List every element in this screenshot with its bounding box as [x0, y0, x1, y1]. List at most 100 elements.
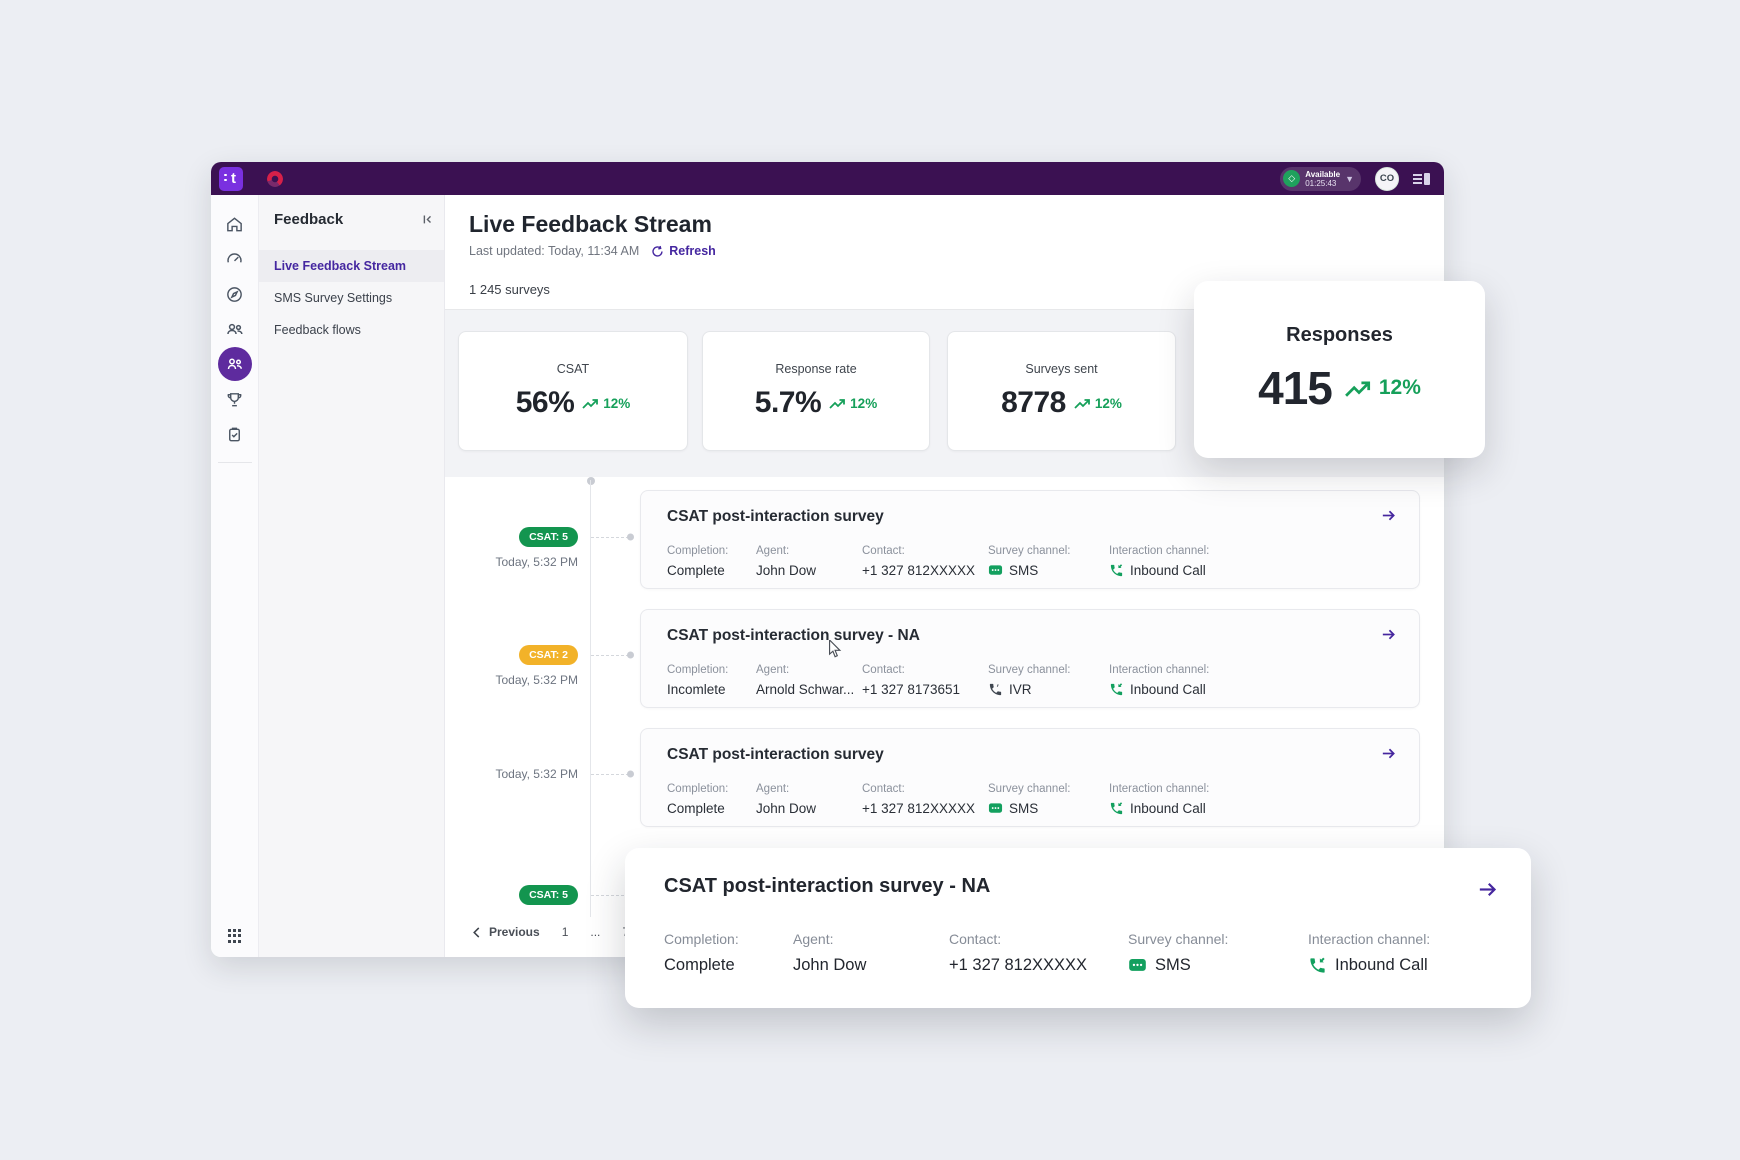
dashboard-gauge-icon[interactable]: [218, 242, 252, 276]
page-ellipsis: ...: [590, 925, 601, 939]
agent-status-pill[interactable]: ◇ Available 01:25:43 ▼: [1280, 166, 1361, 191]
nav-panel-title: Feedback: [274, 211, 344, 228]
previous-page-button[interactable]: Previous: [472, 925, 540, 939]
page-number[interactable]: 1: [561, 925, 569, 939]
timeline-connector: [591, 537, 629, 538]
chevron-down-icon: ▼: [1345, 173, 1354, 184]
arrow-right-icon[interactable]: [1380, 626, 1397, 648]
responses-value: 415: [1258, 362, 1333, 414]
inbound-call-icon: [1310, 957, 1325, 973]
agent-value: Arnold Schwar...: [756, 682, 855, 697]
arrow-right-icon[interactable]: [1380, 745, 1397, 767]
survey-card-enlarged[interactable]: CSAT post-interaction survey - NA Comple…: [625, 848, 1531, 1008]
contact-value: +1 327 812XXXXX: [949, 956, 1088, 974]
csat-badge: CSAT: 5: [519, 885, 578, 905]
timeline-timestamp: Today, 5:32 PM: [495, 767, 579, 781]
trending-up-icon: [1344, 380, 1370, 397]
arrow-right-icon[interactable]: [1476, 878, 1499, 906]
contact-value: +1 327 812XXXXX: [862, 801, 975, 816]
sms-icon: [988, 803, 1003, 813]
stat-card-csat: CSAT 56% 12%: [458, 331, 688, 451]
timeline-connector: [591, 895, 629, 896]
sidebar-item-sms-survey-settings[interactable]: SMS Survey Settings: [274, 291, 393, 305]
rail-divider: [217, 462, 252, 463]
status-timer: 01:25:43: [1305, 178, 1337, 188]
feedback-nav-panel: Feedback Live Feedback Stream SMS Survey…: [259, 195, 445, 957]
surveys-count: 1 245 surveys: [469, 282, 550, 297]
clipboard-check-icon[interactable]: [218, 417, 252, 451]
survey-card[interactable]: CSAT post-interaction survey Completion:…: [640, 728, 1420, 827]
interaction-channel-value: Inbound Call: [1130, 682, 1206, 697]
arrow-right-icon[interactable]: [1380, 507, 1397, 529]
survey-channel-value: SMS: [1009, 563, 1039, 578]
refresh-icon: [652, 245, 663, 257]
compass-icon[interactable]: [218, 277, 252, 311]
ivr-phone-icon: [989, 683, 1002, 696]
sidebar-item-live-feedback-stream[interactable]: Live Feedback Stream: [259, 250, 444, 282]
timeline-connector: [591, 655, 629, 656]
survey-title: CSAT post-interaction survey: [667, 508, 884, 525]
stat-card-response-rate: Response rate 5.7% 12%: [702, 331, 930, 451]
survey-title: CSAT post-interaction survey: [667, 746, 884, 763]
timeline-connector: [591, 774, 629, 775]
feedback-people-icon[interactable]: [217, 347, 252, 381]
timeline-connector-dot: [627, 651, 634, 659]
survey-card[interactable]: CSAT post-interaction survey Completion:…: [640, 490, 1420, 589]
page-title: Live Feedback Stream: [469, 211, 712, 237]
completion-value: Complete: [667, 801, 725, 816]
completion-value: Complete: [667, 563, 725, 578]
home-icon[interactable]: [218, 207, 252, 241]
avatar[interactable]: CO: [1375, 166, 1399, 191]
trending-up-icon: [1074, 398, 1090, 409]
interaction-channel-value: Inbound Call: [1130, 801, 1206, 816]
survey-channel-value: IVR: [1009, 682, 1032, 697]
trending-up-icon: [829, 398, 846, 409]
inbound-call-icon: [1110, 683, 1123, 696]
top-bar: t ◇ Available 01:25:43 ▼ CO: [211, 162, 1444, 195]
divider: [445, 309, 1444, 310]
trophy-icon[interactable]: [218, 382, 252, 416]
topbar-right-cluster: ◇ Available 01:25:43 ▼ CO: [1280, 166, 1430, 191]
trending-up-icon: [582, 398, 599, 409]
completion-value: Incomlete: [667, 682, 726, 697]
surveys-sent-value: 8778: [1001, 386, 1066, 419]
agent-value: John Dow: [756, 563, 817, 578]
app-menu-icon[interactable]: [1413, 172, 1430, 186]
availability-diamond-icon: ◇: [1283, 170, 1301, 187]
users-icon[interactable]: [218, 312, 252, 346]
stat-card-surveys-sent: Surveys sent 8778 12%: [947, 331, 1176, 451]
sms-icon: [988, 565, 1003, 575]
survey-card[interactable]: CSAT post-interaction survey - NA Comple…: [640, 609, 1420, 708]
response-rate-value: 5.7%: [754, 386, 822, 419]
status-label: Available: [1305, 169, 1341, 179]
contact-value: +1 327 8173651: [862, 682, 960, 697]
chevron-left-icon: [473, 926, 480, 938]
timeline-timestamp: Today, 5:32 PM: [495, 673, 579, 687]
last-updated-text: Last updated: Today, 11:34 AM: [469, 244, 640, 258]
mouse-cursor: [828, 638, 844, 663]
interaction-channel-value: Inbound Call: [1335, 956, 1428, 974]
timeline-connector-dot: [627, 533, 634, 541]
sidebar-item-feedback-flows[interactable]: Feedback flows: [274, 323, 361, 337]
inbound-call-icon: [1110, 564, 1123, 577]
collapse-panel-icon[interactable]: [420, 212, 434, 231]
survey-channel-value: SMS: [1155, 956, 1191, 974]
csat-badge: CSAT: 2: [519, 645, 578, 665]
timeline-timestamp: Today, 5:32 PM: [495, 555, 579, 569]
apps-grid-icon[interactable]: [227, 929, 242, 943]
completion-value: Complete: [664, 956, 735, 974]
icon-sidebar: [211, 195, 259, 957]
timeline-line: [590, 480, 591, 917]
survey-channel-value: SMS: [1009, 801, 1039, 816]
csat-badge: CSAT: 5: [519, 527, 578, 547]
timeline-connector-dot: [627, 770, 634, 778]
sms-icon: [1129, 958, 1146, 971]
talkdesk-logo-icon[interactable]: t: [219, 166, 243, 191]
inbound-call-icon: [1110, 802, 1123, 815]
interaction-channel-value: Inbound Call: [1130, 563, 1206, 578]
agent-value: John Dow: [793, 956, 867, 974]
refresh-button[interactable]: Refresh: [651, 244, 716, 258]
survey-title: CSAT post-interaction survey - NA: [664, 875, 991, 897]
brand-mark-icon: [267, 170, 283, 187]
contact-value: +1 327 812XXXXX: [862, 563, 975, 578]
